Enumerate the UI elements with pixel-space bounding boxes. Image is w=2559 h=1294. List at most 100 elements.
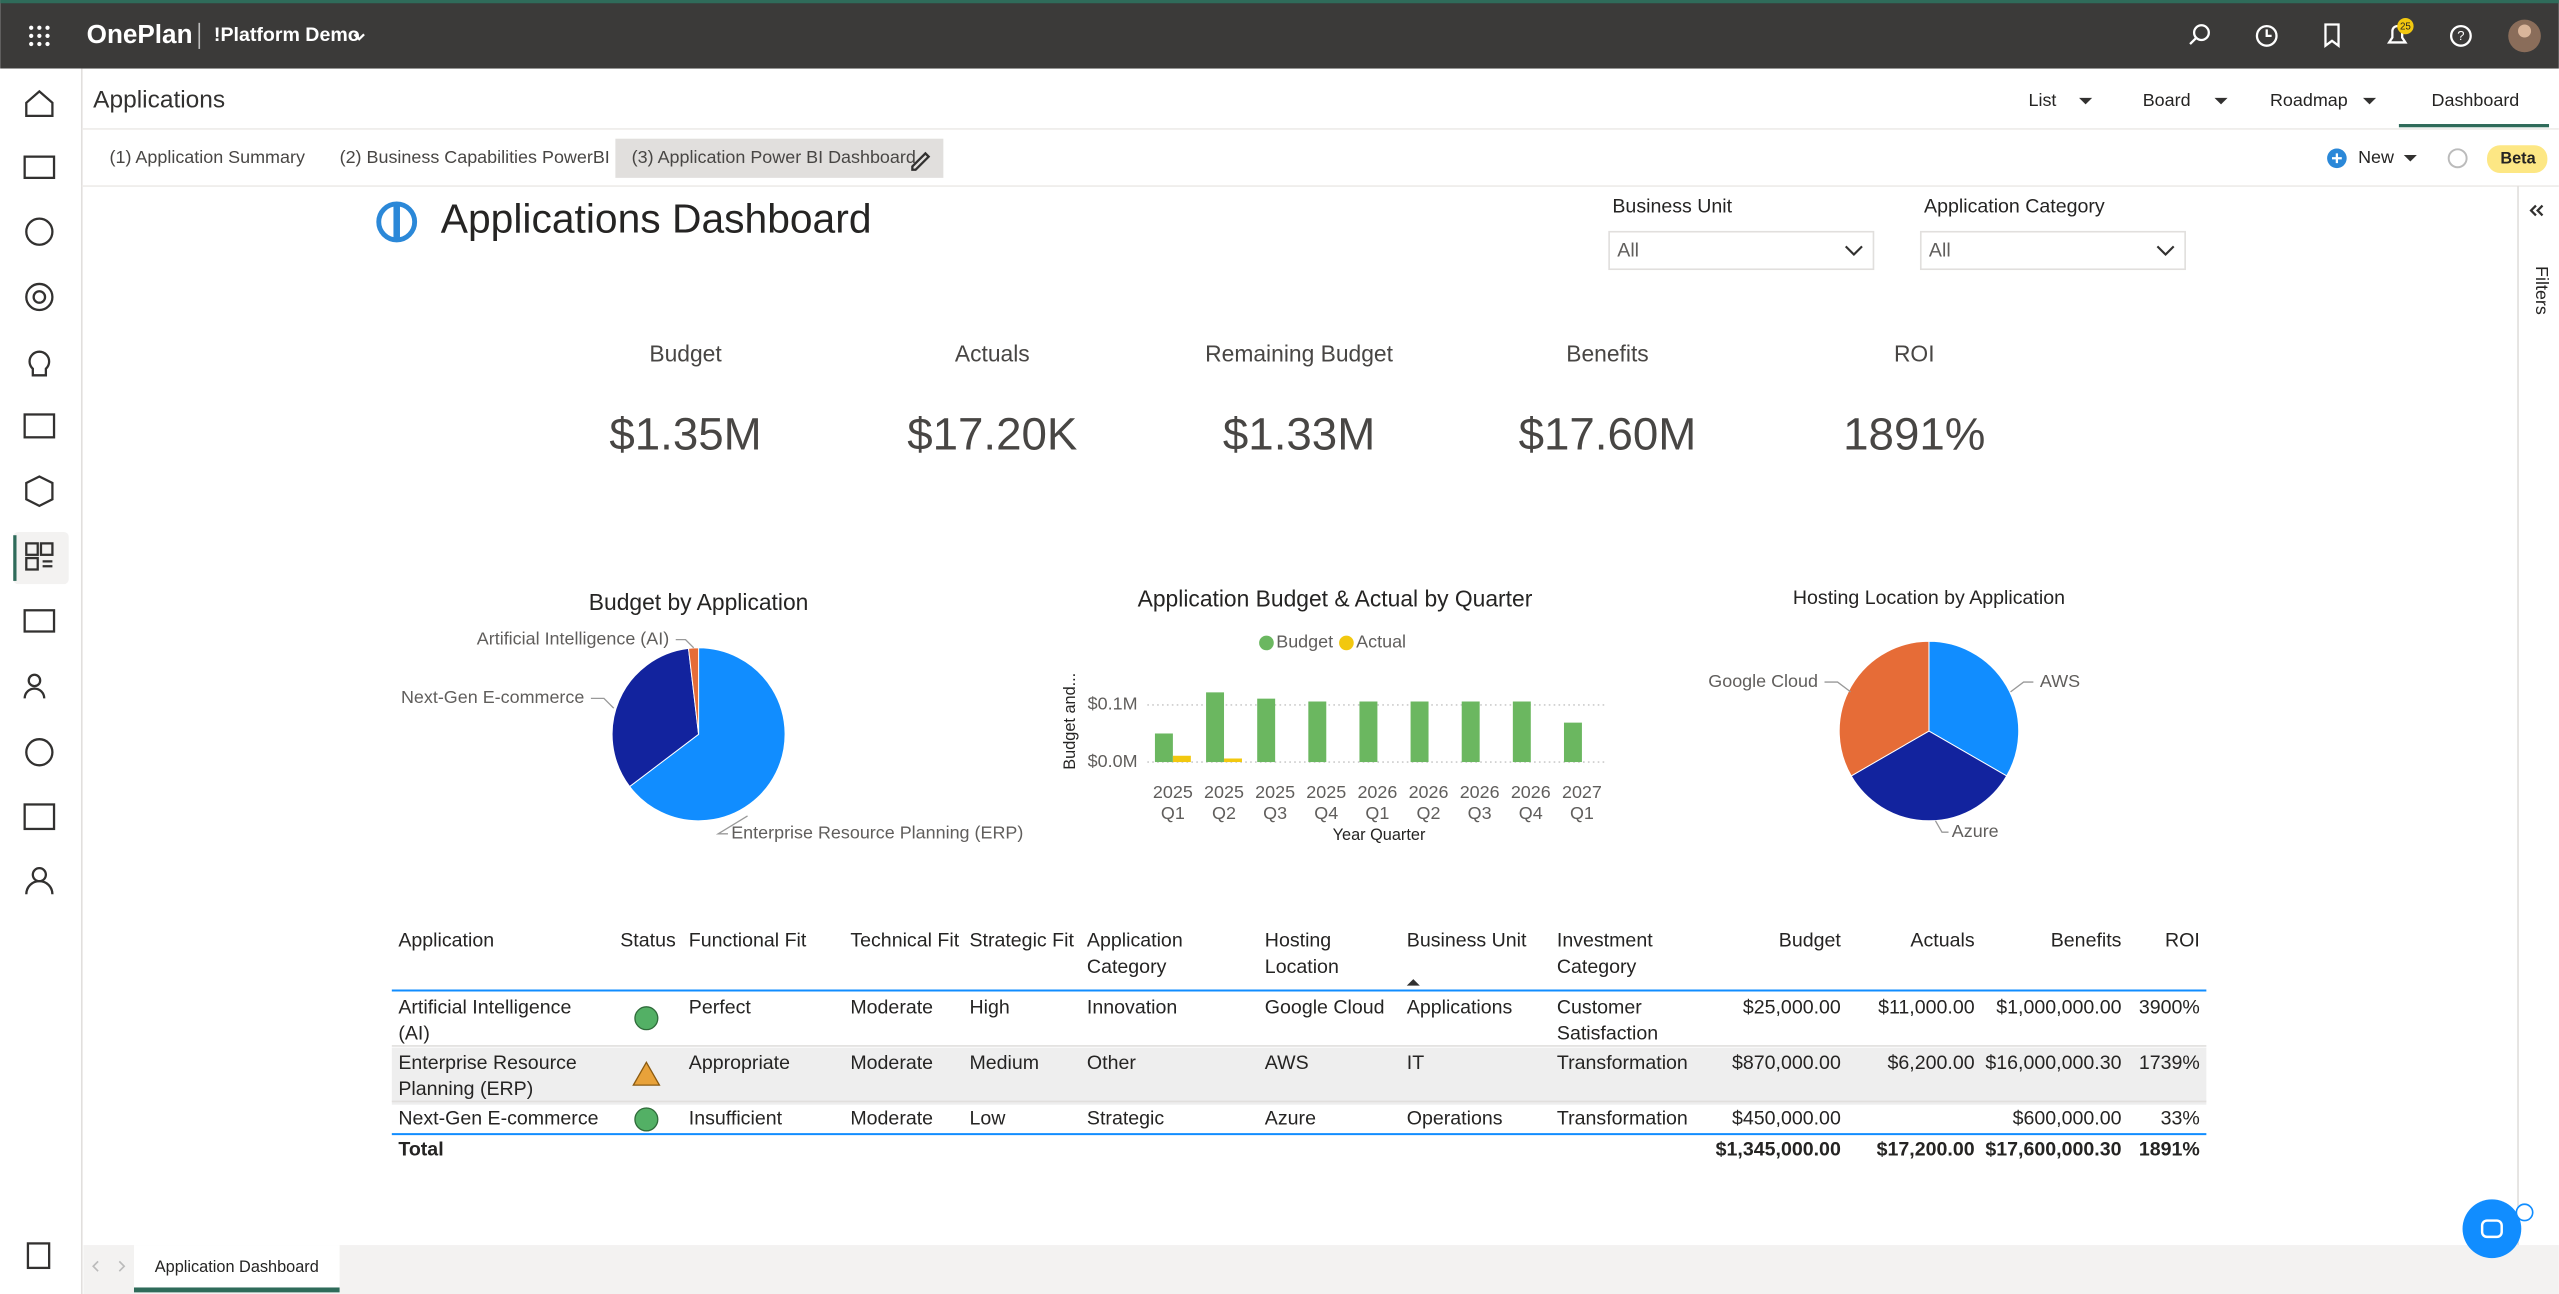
x-tick-label: Q1 [1365, 803, 1389, 823]
app-launcher[interactable] [29, 25, 50, 47]
filters-collapse[interactable] [2529, 204, 2544, 217]
nav-portfolio[interactable] [23, 155, 56, 180]
y-tick-label: $0.0M [1088, 751, 1138, 771]
x-tick-label: 2026 [1460, 782, 1500, 802]
leader-line [715, 815, 748, 835]
search-icon[interactable] [2189, 24, 2210, 45]
table-cell: Operations [1407, 1108, 1503, 1130]
tab[interactable]: (1) Application Summary [110, 147, 305, 167]
nav-profile[interactable] [25, 866, 54, 895]
table-cell: Perfect [689, 997, 752, 1019]
filter-label: Application Category [1924, 195, 2105, 217]
kpi-value: $17.20K [907, 408, 1077, 459]
table-cell: Low [969, 1108, 1006, 1130]
column-header: Budget [1779, 930, 1842, 952]
x-tick-label: 2027 [1562, 782, 1602, 802]
pie-slice [628, 647, 786, 822]
table-cell: Moderate [850, 1108, 933, 1130]
page-tab[interactable]: Application Dashboard [155, 1258, 319, 1276]
pie-slice [611, 647, 700, 788]
tab[interactable]: (2) Business Capabilities PowerBI [340, 147, 610, 167]
view-list-menu[interactable] [2079, 97, 2093, 105]
kpi-value: $17.60M [1519, 408, 1697, 459]
nav-reports[interactable] [23, 609, 56, 633]
column-header: Investment [1557, 930, 1653, 952]
x-axis-title: Year Quarter [1333, 826, 1426, 844]
history-icon[interactable] [2255, 24, 2278, 47]
workspace-chevron[interactable] [353, 33, 365, 41]
page-scroll[interactable] [92, 1260, 126, 1272]
bar [1154, 733, 1173, 763]
beta-label: Beta [2500, 149, 2536, 167]
x-tick-label: 2025 [1255, 782, 1295, 802]
bookmark-icon[interactable] [2324, 23, 2340, 48]
notifications-icon[interactable]: 25 [2386, 17, 2414, 44]
new-label[interactable]: New [2358, 147, 2394, 167]
nav-products[interactable] [25, 475, 54, 508]
table-cell: $25,000.00 [1743, 997, 1841, 1019]
legend-marker [1259, 635, 1274, 651]
help-icon[interactable]: ? [2449, 24, 2472, 47]
avatar[interactable] [2508, 19, 2541, 53]
nav-ideas[interactable] [28, 350, 51, 377]
leader-line [1934, 820, 1949, 833]
total-cell: Total [398, 1139, 443, 1161]
nav-applications[interactable] [25, 542, 54, 571]
y-tick-label: $0.1M [1088, 694, 1138, 714]
view-active-underline [2398, 124, 2550, 128]
filter-dropdown[interactable] [1919, 230, 2186, 271]
total-cell: $17,200.00 [1877, 1139, 1975, 1161]
table-cell: Satisfaction [1557, 1023, 1658, 1045]
nav-structure[interactable] [23, 803, 56, 831]
table-cell: (AI) [398, 1023, 430, 1045]
table-cell: Transformation [1557, 1052, 1688, 1074]
column-header: Functional Fit [689, 930, 807, 952]
table-cell: $870,000.00 [1732, 1052, 1841, 1074]
view-board-menu[interactable] [2214, 97, 2228, 105]
sort-indicator [1406, 979, 1420, 986]
column-header: Benefits [2051, 930, 2122, 952]
view-roadmap[interactable]: Roadmap [2270, 90, 2348, 110]
refresh-icon[interactable] [2447, 148, 2468, 169]
column-header: Category [1557, 956, 1637, 978]
x-tick-label: Q3 [1468, 803, 1492, 823]
x-tick-label: Q3 [1263, 803, 1287, 823]
view-board[interactable]: Board [2143, 90, 2191, 110]
page-tabs-bar [83, 1245, 2559, 1294]
chart-title: Hosting Location by Application [1793, 587, 2065, 609]
nav-goals[interactable] [25, 282, 54, 312]
table-cell: AWS [1265, 1052, 1309, 1074]
nav-home[interactable] [25, 89, 54, 117]
column-header: Application [1087, 930, 1183, 952]
column-header: Status [620, 930, 676, 952]
view-roadmap-menu[interactable] [2363, 97, 2377, 105]
nav-people[interactable] [23, 673, 46, 699]
x-tick-label: 2025 [1306, 782, 1346, 802]
total-cell: 1891% [2139, 1139, 2200, 1161]
nav-expand[interactable] [26, 1242, 51, 1270]
slice-label: Next-Gen E-commerce [401, 687, 584, 707]
page-title: Applications [93, 87, 225, 114]
nav-capacity[interactable] [25, 738, 54, 767]
tab[interactable]: (3) Application Power BI Dashboard [632, 147, 916, 167]
x-tick-label: 2025 [1204, 782, 1244, 802]
edit-icon[interactable] [911, 151, 931, 171]
table-cell: $450,000.00 [1732, 1108, 1841, 1130]
svg-text:?: ? [2457, 28, 2464, 43]
view-dashboard[interactable]: Dashboard [2432, 90, 2520, 110]
nav-resources[interactable] [23, 413, 56, 439]
filters-pane-label[interactable]: Filters [2532, 266, 2552, 315]
pie-slice [1928, 640, 2020, 777]
table-cell: Transformation [1557, 1108, 1688, 1130]
kpi-value: 1891% [1843, 408, 1985, 459]
workspace[interactable]: !Platform Demo [214, 24, 360, 46]
filter-dropdown[interactable] [1608, 230, 1875, 271]
x-tick-label: 2026 [1511, 782, 1551, 802]
assistant-button[interactable] [2462, 1199, 2534, 1259]
nav-timesheet[interactable] [25, 217, 54, 246]
brand[interactable]: OnePlan [87, 19, 193, 49]
new-button[interactable]: New [2327, 147, 2417, 169]
slice-label: Google Cloud [1708, 671, 1818, 691]
bar [1359, 701, 1378, 763]
view-list[interactable]: List [2028, 90, 2056, 110]
